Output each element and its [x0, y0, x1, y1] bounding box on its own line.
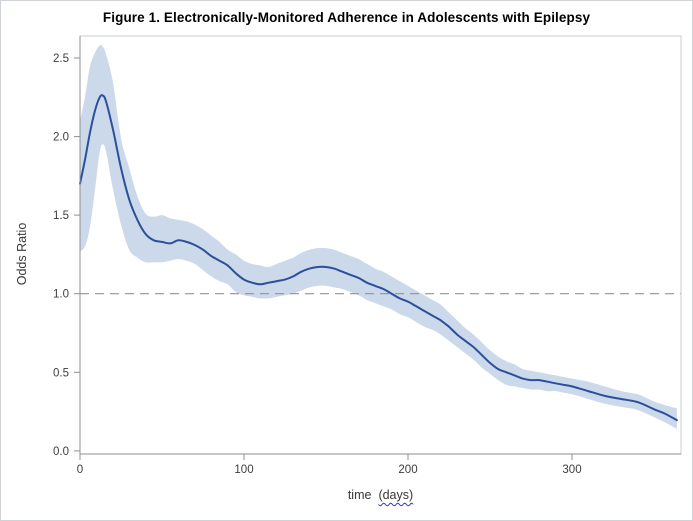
y-tick-label: 0.0 [53, 446, 69, 458]
y-tick-label: 1.0 [53, 289, 69, 301]
x-tick-label: 0 [77, 464, 83, 476]
x-axis-title-text: time [347, 488, 372, 502]
x-tick-label: 200 [398, 464, 417, 476]
confidence-band [80, 44, 677, 429]
odds-ratio-line [79, 94, 678, 422]
x-axis-unit-text: (days) [378, 488, 414, 502]
x-axis-title: time (days) [80, 488, 681, 502]
x-tick-label: 100 [234, 464, 253, 476]
y-tick-label: 2.0 [53, 132, 69, 144]
y-tick-label: 0.5 [53, 367, 69, 379]
y-tick-label: 1.5 [53, 210, 69, 222]
y-tick-label: 2.5 [53, 53, 69, 65]
x-tick-label: 300 [562, 464, 581, 476]
figure-title: Figure 1. Electronically-Monitored Adher… [102, 10, 591, 25]
